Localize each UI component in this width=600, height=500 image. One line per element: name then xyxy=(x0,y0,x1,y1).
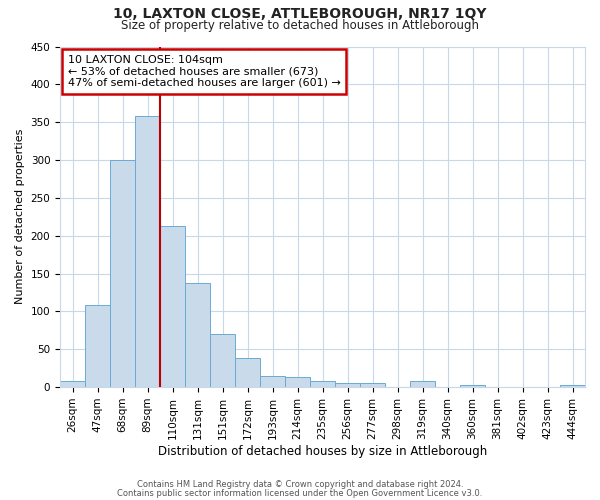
Bar xyxy=(260,376,285,387)
Text: Size of property relative to detached houses in Attleborough: Size of property relative to detached ho… xyxy=(121,19,479,32)
Bar xyxy=(335,384,360,387)
Bar xyxy=(135,116,160,387)
Text: 10 LAXTON CLOSE: 104sqm
← 53% of detached houses are smaller (673)
47% of semi-d: 10 LAXTON CLOSE: 104sqm ← 53% of detache… xyxy=(68,55,341,88)
Bar xyxy=(560,385,585,387)
Bar xyxy=(235,358,260,387)
Text: 10, LAXTON CLOSE, ATTLEBOROUGH, NR17 1QY: 10, LAXTON CLOSE, ATTLEBOROUGH, NR17 1QY xyxy=(113,8,487,22)
Bar xyxy=(360,384,385,387)
Bar xyxy=(210,334,235,387)
Bar xyxy=(410,381,435,387)
Bar xyxy=(285,378,310,387)
Text: Contains public sector information licensed under the Open Government Licence v3: Contains public sector information licen… xyxy=(118,488,482,498)
Bar xyxy=(460,385,485,387)
Bar xyxy=(110,160,135,387)
Bar xyxy=(85,306,110,387)
Bar xyxy=(160,226,185,387)
Text: Contains HM Land Registry data © Crown copyright and database right 2024.: Contains HM Land Registry data © Crown c… xyxy=(137,480,463,489)
X-axis label: Distribution of detached houses by size in Attleborough: Distribution of detached houses by size … xyxy=(158,444,487,458)
Bar xyxy=(185,284,210,387)
Bar xyxy=(60,381,85,387)
Y-axis label: Number of detached properties: Number of detached properties xyxy=(15,129,25,304)
Bar xyxy=(310,381,335,387)
